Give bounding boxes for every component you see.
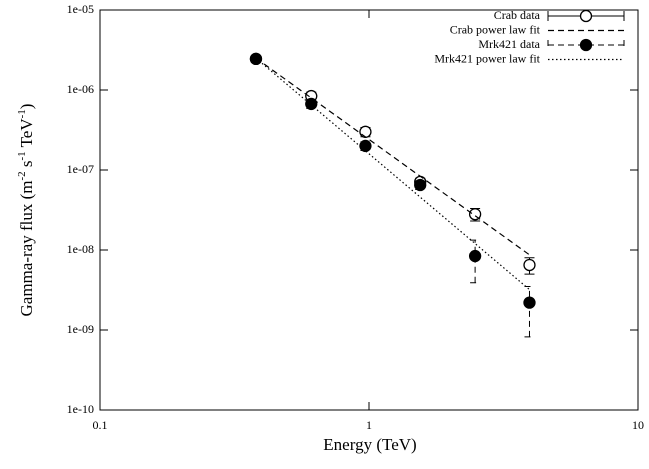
y-tick-label: 1e-08 [67,242,94,256]
y-axis-label-part: s [17,160,36,171]
fit-line [255,57,530,256]
legend-label: Mrk421 power law fit [434,51,540,65]
data-point [468,208,482,221]
y-tick-label: 1e-09 [67,322,94,336]
y-axis-label-sup: -2 [16,171,28,180]
legend-label: Crab power law fit [450,22,541,36]
data-point [523,296,536,309]
y-axis-label: Gamma-ray flux (m-2 s-1 TeV-1) [16,104,36,317]
y-tick-label: 1e-10 [67,402,94,416]
plot-frame [99,9,639,411]
data-point [523,258,536,272]
x-tick-label: 1 [366,418,372,432]
legend-label: Mrk421 data [478,37,540,51]
legend-errorbar [547,40,625,50]
y-tick-label: 1e-06 [67,82,94,96]
legend-marker [579,9,593,23]
x-tick-label: 10 [632,418,644,432]
data-point [305,97,318,111]
data-point [468,249,482,263]
y-tick-label: 1e-05 [67,2,94,16]
y-axis-label-sup: -1 [16,151,28,160]
x-tick-label: 0.1 [93,418,108,432]
data-point [359,125,372,138]
fit-line [255,57,530,291]
y-axis-label-part: ) [17,104,36,110]
y-axis-label-sup: -1 [16,109,28,118]
y-axis-label-part: TeV [17,118,36,152]
x-axis-label: Energy (TeV) [323,435,416,454]
legend-label: Crab data [494,8,541,22]
y-axis-label-part: Gamma-ray flux (m [17,181,36,317]
data-point [359,139,372,153]
y-tick-label: 1e-07 [67,162,94,176]
data-point [414,178,427,192]
error-bar [524,285,535,338]
legend-marker [579,38,593,52]
